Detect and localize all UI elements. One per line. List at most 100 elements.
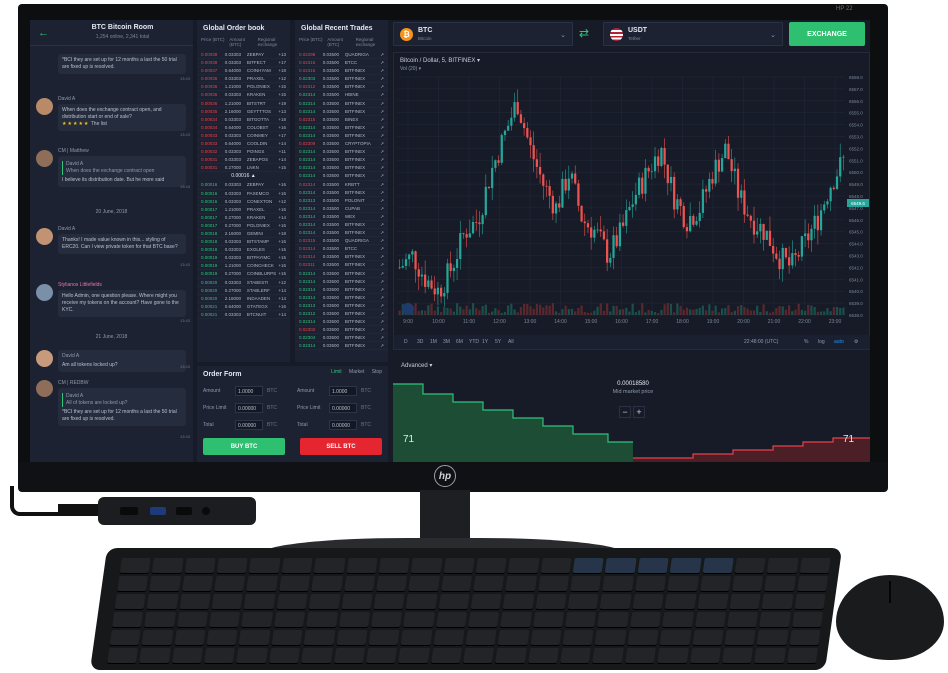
bid-row[interactable]: 0.00019 0.03303 BITPAYIMC +15 (197, 254, 290, 263)
scale-log[interactable]: log (818, 339, 825, 345)
depth-mode-select[interactable]: Advanced ▾ (401, 363, 433, 369)
volume-bar (676, 303, 679, 315)
chart-toolbar: 22:48:00 (UTC) % log auto ⚙ D 3D 1M 3M 6M YTD… (394, 335, 870, 349)
timeframe-all[interactable]: All (508, 339, 514, 345)
bid-row[interactable]: 0.00017 0.27000 POLONIEX +16 (197, 222, 290, 230)
volume-bar (765, 311, 768, 315)
keyboard-key (341, 594, 373, 609)
row-exchange: BITFINEX (344, 173, 366, 179)
tab-market[interactable]: Market (349, 369, 365, 375)
ask-row[interactable]: 0.00034 0.03303 BITGOTTA +18 (197, 116, 290, 124)
buy-price-input[interactable]: 0.00000 (235, 403, 263, 413)
ask-row[interactable]: 0.00036 1.21000 POLONIEX +15 (197, 83, 290, 92)
sell-button[interactable]: SELL BTC (300, 438, 382, 455)
bid-row[interactable]: 0.00021 0.64000 GTATEGX +16 (197, 303, 290, 311)
candle-body (430, 280, 433, 289)
tab-stop[interactable]: Stop (371, 369, 382, 375)
row-change: +18 (278, 230, 286, 236)
volume-bar (452, 311, 455, 315)
trade-row: 0.02311 0.03500 BITFINEX ↗ (295, 261, 388, 270)
ask-row[interactable]: 0.00033 0.64000 COOLDIN +14 (197, 140, 290, 149)
price-tick-label: 6540.0 (849, 289, 863, 294)
candle-body (404, 259, 408, 266)
bid-row[interactable]: 0.00016 0.03303 PAXEMCO +16 (197, 190, 290, 198)
bid-row[interactable]: 0.00016 0.03303 CONEXTON +12 (197, 198, 290, 206)
bid-row[interactable]: 0.00016 0.03303 ZEBPAY +16 (197, 181, 290, 190)
ask-row[interactable]: 0.00033 0.03303 COINMEY +17 (197, 132, 290, 141)
ask-row[interactable]: 0.00038 0.03303 BITFECT +17 (197, 59, 290, 68)
buy-total-input[interactable]: 0.00000 (235, 420, 263, 430)
zoom-in-button[interactable]: + (633, 406, 645, 418)
timeframe-5y[interactable]: 5Y (495, 339, 502, 345)
quote-currency-select[interactable]: USDT Tether ⌄ (603, 22, 783, 46)
bid-row[interactable]: 0.00018 0.03303 BITSTAMP +16 (197, 238, 290, 247)
volume-bar (682, 309, 685, 315)
tab-limit[interactable]: Limit (331, 369, 342, 375)
base-currency-select[interactable]: ₿ BTC Bitcoin ⌄ (393, 22, 573, 46)
ask-row[interactable]: 0.00036 0.03303 PRAXEL +12 (197, 75, 290, 84)
ask-row[interactable]: 0.00031 0.03303 ZEBAPOS +14 (197, 156, 290, 165)
chat-time: 13:43 (179, 262, 190, 267)
timeframe-3m[interactable]: 3M (443, 339, 450, 345)
ask-row[interactable]: 0.00036 0.03303 KRAKEN +15 (197, 91, 290, 100)
price-tick-label: 6548.0 (849, 194, 863, 199)
row-amount: 0.03303 (224, 92, 242, 98)
ask-row[interactable]: 0.00036 1.21000 BITSTRT +19 (197, 100, 290, 108)
scale-percent[interactable]: % (804, 339, 809, 345)
unit-label: BTC (267, 405, 277, 411)
exchange-button[interactable]: EXCHANGE (789, 22, 865, 46)
price-chart[interactable]: 9:00 10:00 11:00 12:00 13:00 14:00 15:00 16:00 1… (393, 52, 870, 350)
row-price: 0.02311 (299, 262, 315, 268)
candle-body (775, 253, 778, 259)
timeframe-1y[interactable]: 1Y (482, 339, 489, 345)
ask-row[interactable]: 0.00032 0.03303 POINGS +11 (197, 148, 290, 157)
timeframe-ytd[interactable]: YTD (469, 339, 479, 345)
ask-row[interactable]: 0.00034 0.64000 COLOBST +16 (197, 124, 290, 132)
ask-row[interactable]: 0.00031 0.27000 LNKN +15 (197, 164, 290, 173)
volume-indicator-label[interactable]: Vol (20) ▾ (400, 66, 422, 72)
arrow-icon: ↗ (380, 173, 384, 179)
bid-row[interactable]: 0.00018 0.03303 EXOLES +15 (197, 246, 290, 255)
sell-amount-input[interactable]: 1.0000 (329, 386, 357, 396)
candle-body (644, 167, 647, 194)
bid-row[interactable]: 0.00019 1.21000 COINCHECK +16 (197, 262, 290, 271)
bid-row[interactable]: 0.00020 0.27000 STABLERF +14 (197, 287, 290, 295)
row-amount: 0.03303 (224, 255, 242, 261)
bid-row[interactable]: 0.00019 0.27000 COINBLURPS +15 (197, 270, 290, 279)
ask-row[interactable]: 0.00035 2.16000 GEYTTTOS +13 (197, 108, 290, 116)
bid-row[interactable]: 0.00017 0.27000 KRAKEN +14 (197, 214, 290, 222)
volume-bar (459, 306, 462, 315)
sell-total-input[interactable]: 0.00000 (329, 420, 357, 430)
bid-row[interactable]: 0.00021 0.03303 BTCNUIT +14 (197, 311, 290, 319)
sell-price-input[interactable]: 0.00000 (329, 403, 357, 413)
buy-amount-input[interactable]: 1.0000 (235, 386, 263, 396)
volume-bar (628, 311, 631, 315)
volume-bar (475, 308, 478, 315)
row-amount: 0.03500 (322, 181, 340, 187)
row-exchange: BITFINEX (344, 221, 366, 227)
row-change: +12 (278, 279, 286, 285)
row-exchange: COINBLURPS (246, 271, 277, 277)
bid-row[interactable]: 0.00020 2.16000 INDAADEN +14 (197, 295, 290, 303)
ask-row[interactable]: 0.00037 0.64000 COINHYAM +18 (197, 67, 290, 76)
trade-row: 0.02314 0.03500 BITFINEX ↗ (295, 164, 388, 173)
row-exchange: BITFINEX (344, 327, 366, 333)
zoom-out-button[interactable]: − (619, 406, 631, 418)
bid-row[interactable]: 0.00017 1.21000 PRAXEL +16 (197, 206, 290, 214)
timeframe-d[interactable]: D (404, 339, 408, 345)
chart-title[interactable]: Bitcoin / Dollar, 5, BITFINEX ▾ (400, 58, 481, 64)
timeframe-3d[interactable]: 3D (417, 339, 424, 345)
back-arrow-icon[interactable]: ← (38, 27, 49, 39)
row-price: 0.00016 (201, 190, 218, 196)
swap-arrows-icon[interactable]: ⇄ (579, 26, 590, 40)
ask-row[interactable]: 0.00038 0.03303 ZEBPAY +13 (197, 51, 290, 60)
keyboard-key (435, 612, 468, 627)
timeframe-1m[interactable]: 1M (430, 339, 437, 345)
gear-icon[interactable]: ⚙ (854, 339, 859, 345)
bid-row[interactable]: 0.00020 0.03303 STABESTI +12 (197, 279, 290, 287)
bid-row[interactable]: 0.00018 2.16000 GEMINI +18 (197, 230, 290, 239)
col-amount: Amount (BTC) (327, 37, 343, 47)
timeframe-6m[interactable]: 6M (456, 339, 463, 345)
buy-button[interactable]: BUY BTC (203, 438, 285, 455)
scale-auto[interactable]: auto (834, 339, 844, 345)
